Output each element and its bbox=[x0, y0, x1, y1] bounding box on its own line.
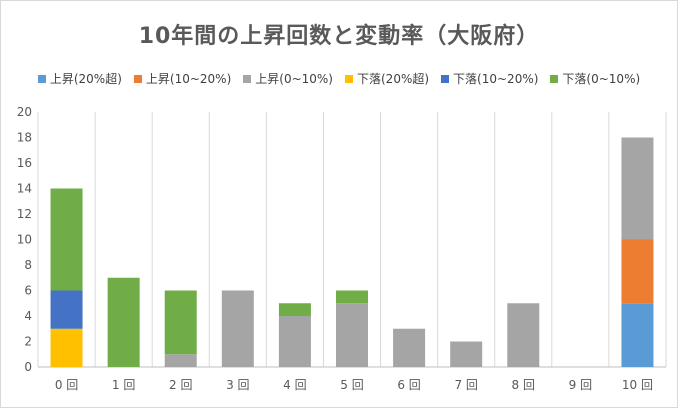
bar-segment bbox=[507, 303, 540, 367]
chart-legend: 上昇(20%超) 上昇(10~20%) 上昇(0~10%) 下落(20%超) 下落(10… bbox=[0, 70, 678, 87]
legend-entry: 下落(10~20%) bbox=[441, 70, 538, 87]
legend-swatch bbox=[37, 74, 46, 83]
x-tick-label: 7 回 bbox=[454, 378, 477, 392]
y-tick-label: 6 bbox=[24, 284, 32, 298]
legend-label: 下落(10~20%) bbox=[453, 72, 539, 86]
y-tick-label: 12 bbox=[17, 207, 32, 221]
x-tick-label: 10 回 bbox=[622, 378, 653, 392]
bar-segment bbox=[621, 239, 654, 304]
legend-swatch bbox=[550, 74, 559, 83]
x-tick-label: 2 回 bbox=[169, 378, 192, 392]
legend-label: 下落(0~10%) bbox=[562, 72, 641, 86]
y-tick-label: 0 bbox=[24, 360, 32, 374]
x-tick-label: 9 回 bbox=[569, 378, 592, 392]
bar-segment bbox=[50, 290, 83, 329]
x-tick-label: 3 回 bbox=[226, 378, 249, 392]
y-tick-label: 16 bbox=[17, 156, 32, 170]
legend-label: 下落(20%超) bbox=[357, 72, 430, 86]
y-tick-label: 18 bbox=[17, 131, 32, 145]
bar-segment bbox=[278, 316, 311, 367]
y-tick-label: 2 bbox=[24, 335, 32, 349]
bar-segment bbox=[336, 290, 368, 304]
bar-segment bbox=[107, 277, 140, 367]
legend-label: 上昇(10~20%) bbox=[145, 72, 232, 86]
x-tick-label: 4 回 bbox=[283, 378, 306, 392]
x-tick-label: 6 回 bbox=[397, 378, 420, 392]
bar-segment bbox=[393, 328, 426, 367]
bar-segment bbox=[278, 303, 311, 316]
bar-segment bbox=[221, 290, 254, 367]
legend-entry: 下落(20%超) bbox=[345, 70, 429, 87]
x-tick-label: 0 回 bbox=[55, 378, 78, 392]
bar-segment bbox=[621, 137, 654, 240]
legend-swatch bbox=[345, 74, 353, 83]
chart-title: 10年間の上昇回数と変動率（大阪府） bbox=[138, 24, 540, 49]
legend-label: 上昇(20%超) bbox=[49, 72, 122, 86]
bar-segment bbox=[164, 354, 197, 367]
bar-segment bbox=[450, 341, 483, 367]
bar-segment bbox=[50, 188, 83, 291]
legend-swatch bbox=[133, 74, 142, 83]
bar-segment bbox=[164, 290, 197, 355]
y-tick-label: 4 bbox=[24, 309, 32, 323]
legend-entry: 上昇(20%超) bbox=[37, 70, 122, 87]
x-tick-label: 5 回 bbox=[340, 378, 363, 392]
y-tick-label: 8 bbox=[24, 258, 32, 272]
y-tick-label: 20 bbox=[17, 105, 32, 119]
y-tick-label: 10 bbox=[17, 233, 32, 247]
bar-segment bbox=[50, 328, 83, 367]
legend-entry: 上昇(10~20%) bbox=[133, 70, 232, 87]
y-tick-label: 14 bbox=[17, 182, 32, 196]
bar-segment bbox=[336, 303, 368, 367]
legend-label: 上昇(0~10%) bbox=[255, 72, 333, 86]
legend-swatch bbox=[441, 74, 450, 83]
bar-segment bbox=[621, 303, 654, 367]
legend-entry: 下落(0~10%) bbox=[550, 70, 640, 87]
legend-swatch bbox=[243, 74, 252, 83]
x-tick-label: 1 回 bbox=[112, 378, 135, 392]
x-tick-label: 8 回 bbox=[512, 378, 535, 392]
legend-entry: 上昇(0~10%) bbox=[243, 70, 333, 87]
